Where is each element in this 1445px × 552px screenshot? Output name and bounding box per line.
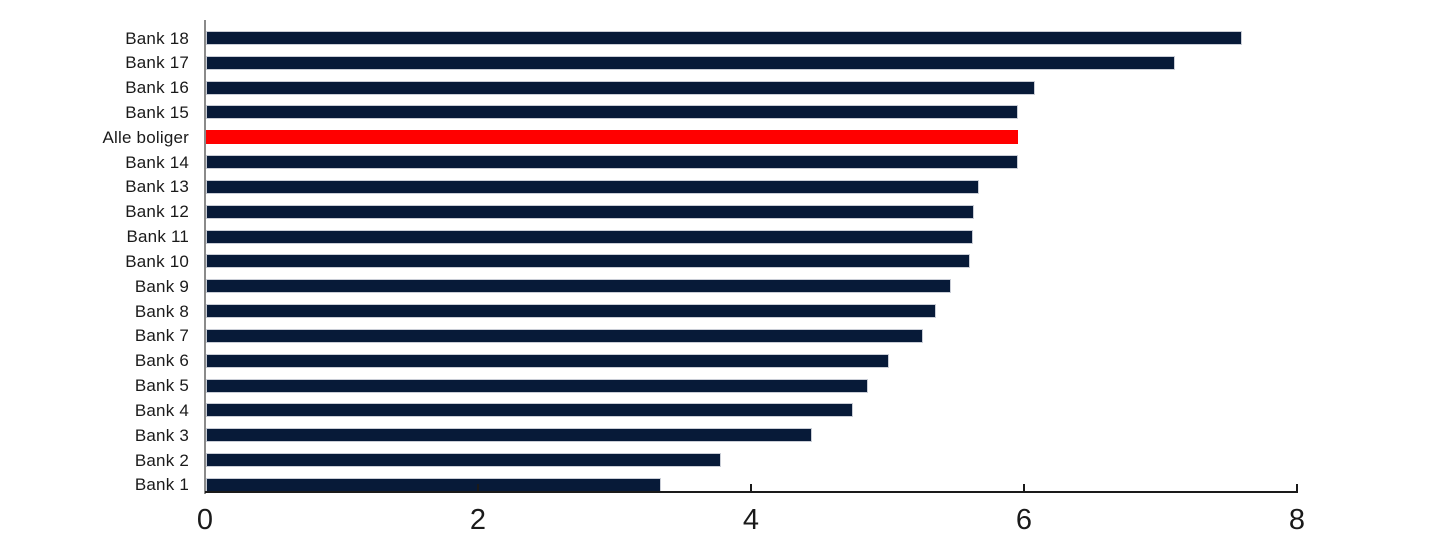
bar <box>206 31 1243 45</box>
y-axis-label: Bank 17 <box>125 53 189 73</box>
y-axis-label: Bank 6 <box>134 351 189 371</box>
y-axis-label: Bank 16 <box>125 78 189 98</box>
y-axis-label: Bank 15 <box>125 102 189 122</box>
bar <box>206 179 979 194</box>
x-axis-tick <box>750 484 752 492</box>
bar <box>206 428 813 443</box>
x-axis-tick <box>1296 484 1298 492</box>
bar <box>206 254 971 269</box>
bar <box>206 304 937 319</box>
y-axis-label: Alle boliger <box>102 127 189 147</box>
bar <box>206 328 923 343</box>
y-axis-label: Bank 1 <box>134 475 189 495</box>
bar <box>206 279 952 294</box>
x-axis-tick-label: 2 <box>469 504 487 536</box>
y-axis-label: Bank 18 <box>125 28 189 48</box>
bar <box>206 155 1019 170</box>
bar <box>206 229 974 244</box>
x-axis-tick <box>1023 484 1025 492</box>
x-axis-tick-label: 4 <box>742 504 760 536</box>
bar <box>206 477 661 492</box>
x-axis-tick-label: 6 <box>1015 504 1033 536</box>
bar <box>206 55 1176 70</box>
y-axis-label: Bank 14 <box>125 152 189 172</box>
y-axis-label: Bank 4 <box>134 400 189 420</box>
bar <box>206 353 889 368</box>
y-axis-line <box>204 20 206 494</box>
y-axis-label: Bank 7 <box>134 326 189 346</box>
bar <box>206 204 975 219</box>
bar <box>206 80 1035 95</box>
bar-highlight <box>206 130 1019 145</box>
y-axis-label: Bank 10 <box>125 251 189 271</box>
bar <box>206 403 853 418</box>
y-axis-label: Bank 5 <box>134 376 189 396</box>
x-axis-tick-label: 0 <box>196 504 214 536</box>
y-axis-label: Bank 3 <box>134 425 189 445</box>
y-axis-label: Bank 9 <box>134 276 189 296</box>
y-axis-label: Bank 12 <box>125 202 189 222</box>
bar <box>206 378 869 393</box>
y-axis-label: Bank 8 <box>134 301 189 321</box>
x-axis-tick-label: 8 <box>1288 504 1306 536</box>
y-axis-label: Bank 2 <box>134 450 189 470</box>
y-axis-label: Bank 11 <box>126 227 189 247</box>
bar <box>206 105 1019 120</box>
y-axis-label: Bank 13 <box>125 177 189 197</box>
bar <box>206 453 721 468</box>
x-axis-line <box>205 491 1298 493</box>
x-axis-tick <box>477 484 479 492</box>
